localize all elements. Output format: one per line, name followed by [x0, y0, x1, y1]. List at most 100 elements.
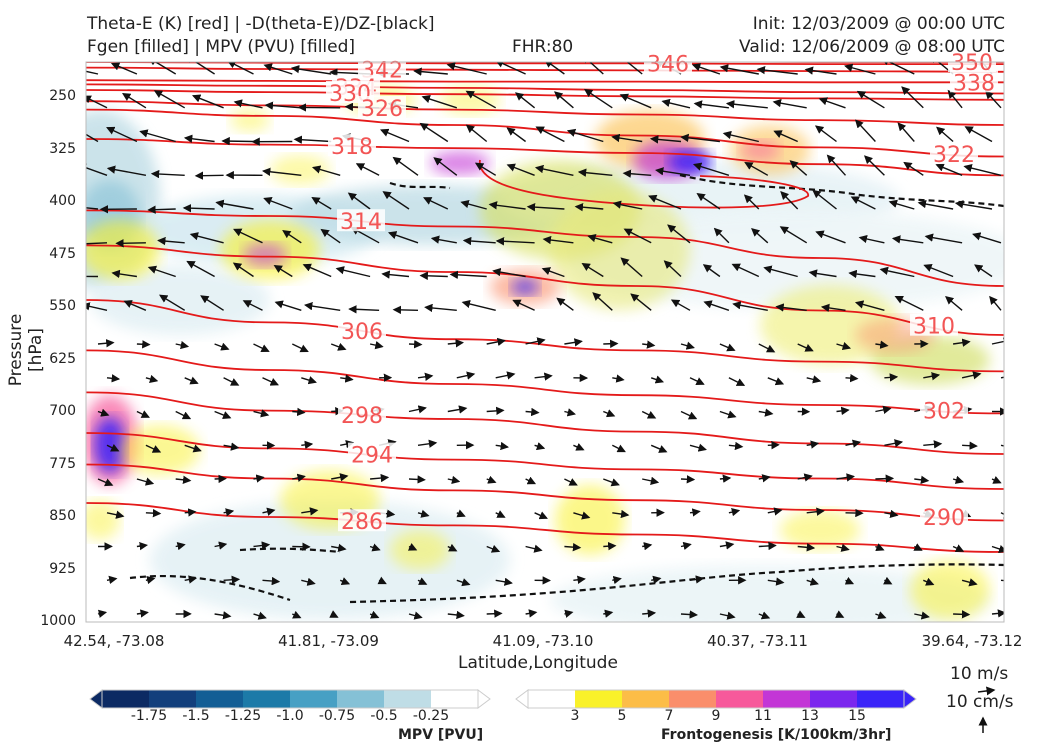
colorbars [89, 689, 917, 709]
wind-vector [150, 169, 185, 179]
theta-e-label: 286 [341, 510, 383, 535]
wind-vector [680, 133, 720, 143]
wind-vector [417, 577, 428, 585]
wind-vector [377, 576, 387, 585]
wind-vector [106, 443, 120, 452]
wind-vector [875, 405, 892, 415]
wind-vector [311, 165, 341, 176]
wind-vector [423, 197, 449, 210]
field-blob [555, 485, 625, 555]
wind-vector [954, 200, 993, 210]
x-tick-label: 42.54, -73.08 [63, 632, 165, 650]
wind-vector [891, 235, 924, 244]
y-tick-label: 775 [49, 455, 76, 472]
wind-vector [836, 406, 850, 416]
wind-vector [961, 578, 978, 587]
colorbar-segment [857, 690, 905, 708]
wind-vector [486, 609, 503, 618]
wind-vector [564, 408, 576, 417]
theta-e-label: 306 [341, 320, 383, 345]
y-tick-label: 1000 [40, 613, 76, 629]
wind-vector [200, 295, 224, 311]
wind-vector [689, 377, 705, 385]
wind-vector [214, 410, 232, 419]
wind-vector [147, 205, 176, 214]
wind-vector [214, 611, 232, 620]
wind-vector [136, 410, 150, 418]
wind-vector [883, 576, 893, 585]
wind-vector [603, 339, 619, 348]
wind-vector [796, 610, 806, 618]
y-tick-label: 850 [49, 508, 76, 524]
wind-vector [136, 477, 155, 486]
wind-vector [923, 440, 943, 449]
wind-vector [648, 194, 682, 210]
wind-vector [758, 343, 776, 353]
y-tick-label: 625 [49, 350, 76, 367]
colorbar-tick: 7 [664, 708, 674, 724]
wind-vector [888, 199, 915, 210]
wind-vector [456, 578, 471, 587]
wind-vector [214, 342, 230, 351]
wind-vector [413, 67, 448, 76]
wind-vector [304, 301, 341, 311]
wind-vector [758, 474, 771, 483]
colorbar-segment [149, 690, 197, 708]
colorbar-tick: -0.5 [370, 708, 398, 724]
wind-vector [611, 444, 626, 453]
colorbar-tick: -0.75 [318, 708, 356, 724]
contour-label-bg [930, 142, 978, 165]
wind-vector [407, 543, 418, 551]
wind-vector [449, 270, 487, 280]
wind-vector [292, 407, 306, 417]
wind-vector [408, 611, 423, 620]
x-tick-label: 41.81, -73.09 [278, 632, 379, 650]
wind-vector [680, 541, 692, 551]
wind-vector [763, 265, 798, 278]
colorbar-tick: -1.75 [130, 708, 168, 724]
colorbar-tick: 13 [801, 708, 819, 724]
wind-vector [947, 89, 963, 109]
wind-vector [139, 129, 176, 143]
wind-vector [806, 440, 820, 449]
stability-contour [129, 574, 291, 602]
wind-vector [495, 237, 535, 246]
wind-vector [818, 97, 846, 109]
wind-vector [964, 126, 993, 143]
wind-vector [253, 541, 271, 550]
colorbar-segment [669, 690, 717, 708]
colorbar-frame [101, 689, 479, 709]
wind-vector [854, 119, 876, 142]
wind-vector [804, 66, 837, 75]
theta-e-label: 322 [933, 143, 975, 168]
wind-vector [447, 339, 464, 348]
theta-e-contour [86, 89, 1004, 101]
wind-vector [972, 232, 1002, 244]
wind-vector [767, 440, 780, 450]
wind-vector [650, 375, 665, 384]
wind-vector [945, 296, 963, 311]
wind-vector [274, 300, 302, 311]
wind-vector [542, 235, 574, 245]
wind-vector [215, 199, 254, 210]
wind-vector [953, 338, 971, 347]
wind-vector [641, 410, 657, 419]
colorbar-segment [243, 690, 291, 708]
colorbar-tick: -0.25 [412, 708, 450, 724]
wind-vector [702, 264, 721, 278]
colorbar-segment [384, 690, 432, 708]
wind-vector [713, 227, 730, 244]
wind-vector [719, 541, 735, 550]
wind-vector [369, 543, 381, 552]
colorbar-segment [716, 690, 764, 708]
wind-vector [147, 62, 177, 75]
wind-vector [573, 511, 591, 520]
wind-vector [703, 300, 730, 311]
wind-vector [392, 156, 419, 176]
wind-vector [223, 442, 240, 451]
wind-vector [495, 371, 516, 380]
wind-vector [622, 169, 652, 178]
wind-vector [495, 510, 506, 518]
wind-vector [1000, 441, 1004, 451]
